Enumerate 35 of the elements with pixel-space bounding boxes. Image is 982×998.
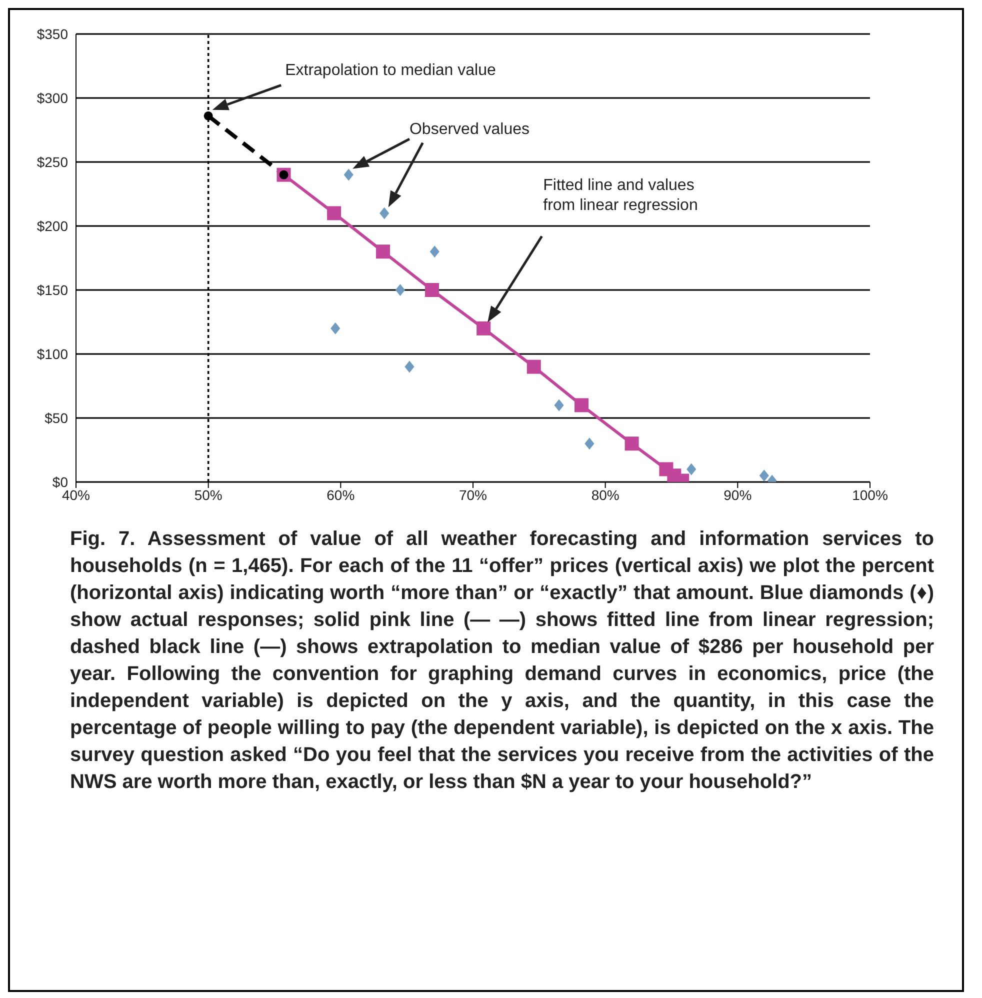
- x-tick-label: 100%: [852, 486, 888, 503]
- x-tick-label: 90%: [724, 486, 752, 503]
- point: [380, 207, 390, 220]
- x-tick-label: 60%: [326, 486, 355, 503]
- point: [204, 111, 213, 120]
- point: [584, 438, 594, 450]
- point: [330, 322, 340, 334]
- point: [526, 360, 541, 374]
- point: [686, 463, 696, 476]
- point: [554, 399, 564, 412]
- point: [404, 360, 414, 373]
- point: [574, 398, 589, 412]
- point: [624, 436, 639, 451]
- point: [395, 284, 406, 296]
- y-tick-label: $250: [36, 154, 68, 170]
- y-tick-label: $150: [36, 282, 68, 298]
- text: Fig. 7. Assessment of value of all weather forecasting and information services to households (n = 1,465). For each of the 11 “offer” prices (vertical axis) we plot the percent (horizontal axis) indicating worth “more than” or “exactly” that amount. Blue diamonds (♦) show actual responses; solid pink line (— —) shows fitted line from linear regression; dashed black line (—) shows extrapolation to median value of $286 per household per year. Following the convention for graphing demand curves in economics, price (the independent variable) is depicted on the y axis, and the quantity, in this case the percentage of people willing to pay (the dependent variable), is depicted on the x axis. The survey question asked “Do you feel that the services you receive from the activities of the NWS are worth more than, exactly, or less than $N a year to your household?”: [70, 528, 934, 793]
- y-tick-label: $200: [36, 218, 68, 234]
- point: [424, 283, 439, 297]
- point: [430, 246, 440, 258]
- x-tick-label: 50%: [194, 486, 222, 503]
- y-tick-label: $350: [36, 26, 68, 42]
- x-tick-label: 80%: [591, 486, 620, 503]
- y-tick-label: $50: [44, 410, 68, 426]
- x-tick-label: 70%: [458, 486, 488, 503]
- point: [327, 206, 342, 220]
- point: [344, 168, 354, 181]
- point: [759, 470, 769, 482]
- annotation: Observed values: [409, 120, 530, 138]
- annotation: Fitted line and values from linear regression: [543, 177, 698, 214]
- y-tick-label: $100: [36, 346, 68, 362]
- annotation: Extrapolation to median value: [285, 62, 496, 79]
- y-tick-label: $300: [36, 90, 68, 106]
- point: [376, 244, 390, 259]
- point: [476, 321, 491, 336]
